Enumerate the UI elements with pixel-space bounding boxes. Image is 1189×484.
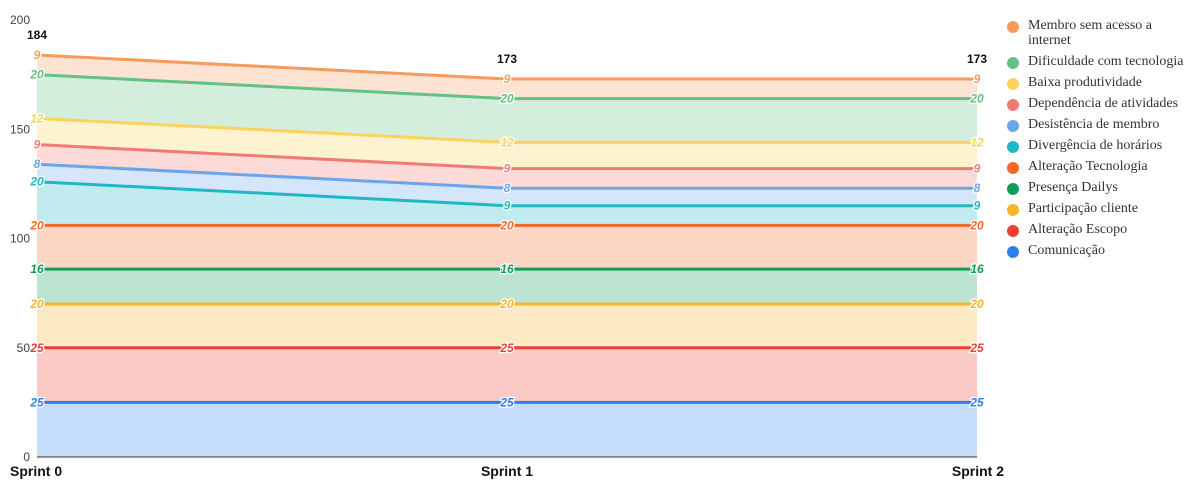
data-label-membro-sem-acesso-a-internet: 9 [504, 72, 511, 86]
legend-item-dependencia-de-atividades[interactable]: Dependência de atividades [1007, 96, 1187, 111]
legend-item-alteracao-tecnologia[interactable]: Alteração Tecnologia [1007, 159, 1187, 174]
legend-marker-icon [1007, 246, 1019, 258]
area-presenca-dailys [37, 269, 977, 305]
area-membro-sem-acesso-a-internet [37, 54, 977, 99]
data-label-comunicacao: 25 [29, 395, 44, 409]
y-tick-label: 100 [10, 232, 30, 246]
legend-label: Comunicação [1028, 243, 1105, 258]
data-label-comunicacao: 25 [969, 395, 984, 409]
x-tick-label: Sprint 0 [10, 463, 62, 479]
data-label-alteracao-tecnologia: 20 [969, 218, 984, 232]
legend-marker-icon [1007, 21, 1019, 33]
legend-label: Dificuldade com tecnologia [1028, 54, 1184, 69]
data-label-desistencia-de-membro: 8 [974, 181, 981, 195]
line-membro-sem-acesso-a-internet [36, 53, 977, 81]
area-comunicacao [37, 402, 977, 457]
total-label: 173 [497, 52, 517, 66]
data-label-membro-sem-acesso-a-internet: 9 [974, 72, 981, 86]
legend-item-baixa-produtividade[interactable]: Baixa produtividade [1007, 75, 1187, 90]
legend-marker-icon [1007, 225, 1019, 237]
data-label-comunicacao: 25 [499, 395, 514, 409]
data-label-dificuldade-com-tecnologia: 20 [29, 68, 44, 82]
y-tick-label: 50 [17, 341, 31, 355]
data-label-alteracao-escopo: 25 [969, 341, 984, 355]
data-label-divergencia-de-horarios: 20 [29, 175, 44, 189]
line-dependencia-de-atividades [36, 143, 977, 171]
legend-item-comunicacao[interactable]: Comunicação [1007, 243, 1187, 258]
legend-marker-icon [1007, 99, 1019, 111]
x-tick-label: Sprint 2 [952, 463, 1004, 479]
data-label-dependencia-de-atividades: 9 [504, 162, 511, 176]
data-label-divergencia-de-horarios: 9 [504, 199, 511, 213]
data-label-dependencia-de-atividades: 9 [974, 162, 981, 176]
legend-item-dificuldade-com-tecnologia[interactable]: Dificuldade com tecnologia [1007, 54, 1187, 69]
data-label-participacao-cliente: 20 [969, 297, 984, 311]
line-baixa-produtividade [36, 116, 977, 144]
data-label-alteracao-tecnologia: 20 [29, 218, 44, 232]
y-tick-label: 0 [23, 450, 30, 464]
data-label-participacao-cliente: 20 [29, 297, 44, 311]
area-divergencia-de-horarios [37, 181, 977, 226]
data-label-presenca-dailys: 16 [970, 262, 984, 276]
legend-label: Alteração Escopo [1028, 222, 1128, 237]
legend-label: Baixa produtividade [1028, 75, 1142, 90]
data-label-dificuldade-com-tecnologia: 20 [969, 92, 984, 106]
legend-item-membro-sem-acesso-a-internet[interactable]: Membro sem acesso a internet [1007, 18, 1187, 48]
line-dificuldade-com-tecnologia [36, 73, 977, 101]
legend-label: Membro sem acesso a internet [1028, 18, 1153, 48]
area-desistencia-de-membro [37, 164, 977, 206]
legend-marker-icon [1007, 183, 1019, 195]
legend-label: Dependência de atividades [1028, 96, 1179, 111]
total-label: 184 [27, 28, 47, 42]
data-label-baixa-produtividade: 12 [500, 135, 514, 149]
data-label-membro-sem-acesso-a-internet: 9 [34, 48, 41, 62]
data-label-presenca-dailys: 16 [30, 262, 44, 276]
area-dependencia-de-atividades [37, 144, 977, 189]
data-label-dificuldade-com-tecnologia: 20 [499, 92, 514, 106]
legend-label: Alteração Tecnologia [1028, 159, 1148, 174]
data-label-participacao-cliente: 20 [499, 297, 514, 311]
x-tick-label: Sprint 1 [481, 463, 533, 479]
legend-label: Presença Dailys [1028, 180, 1118, 195]
area-dificuldade-com-tecnologia [37, 74, 977, 143]
legend-marker-icon [1007, 57, 1019, 69]
y-tick-label: 200 [10, 13, 30, 27]
legend-marker-icon [1007, 120, 1019, 132]
data-label-dependencia-de-atividades: 9 [34, 138, 41, 152]
legend-item-participacao-cliente[interactable]: Participação cliente [1007, 201, 1187, 216]
legend-marker-icon [1007, 78, 1019, 90]
area-alteracao-tecnologia [37, 225, 977, 270]
data-label-baixa-produtividade: 12 [30, 111, 44, 125]
data-label-alteracao-tecnologia: 20 [499, 218, 514, 232]
legend-label: Divergência de horários [1028, 138, 1163, 153]
data-label-alteracao-escopo: 25 [499, 341, 514, 355]
y-tick-label: 150 [10, 122, 30, 136]
data-label-desistencia-de-membro: 8 [34, 157, 41, 171]
legend-item-presenca-dailys[interactable]: Presença Dailys [1007, 180, 1187, 195]
legend-item-desistencia-de-membro[interactable]: Desistência de membro [1007, 117, 1187, 132]
data-label-presenca-dailys: 16 [500, 262, 514, 276]
area-participacao-cliente [37, 304, 977, 348]
data-label-baixa-produtividade: 12 [970, 135, 984, 149]
data-label-divergencia-de-horarios: 9 [974, 199, 981, 213]
data-label-desistencia-de-membro: 8 [504, 181, 511, 195]
legend-marker-icon [1007, 204, 1019, 216]
data-label-alteracao-escopo: 25 [29, 341, 44, 355]
line-desistencia-de-membro [36, 162, 977, 190]
chart-legend: Membro sem acesso a internet Dificuldade … [1007, 18, 1187, 264]
legend-label: Participação cliente [1028, 201, 1138, 216]
legend-marker-icon [1007, 141, 1019, 153]
legend-item-divergencia-de-horarios[interactable]: Divergência de horários [1007, 138, 1187, 153]
legend-marker-icon [1007, 162, 1019, 174]
legend-label: Desistência de membro [1028, 117, 1160, 132]
total-label: 173 [967, 52, 987, 66]
legend-item-alteracao-escopo[interactable]: Alteração Escopo [1007, 222, 1187, 237]
area-alteracao-escopo [37, 347, 977, 403]
line-divergencia-de-horarios [36, 180, 977, 208]
